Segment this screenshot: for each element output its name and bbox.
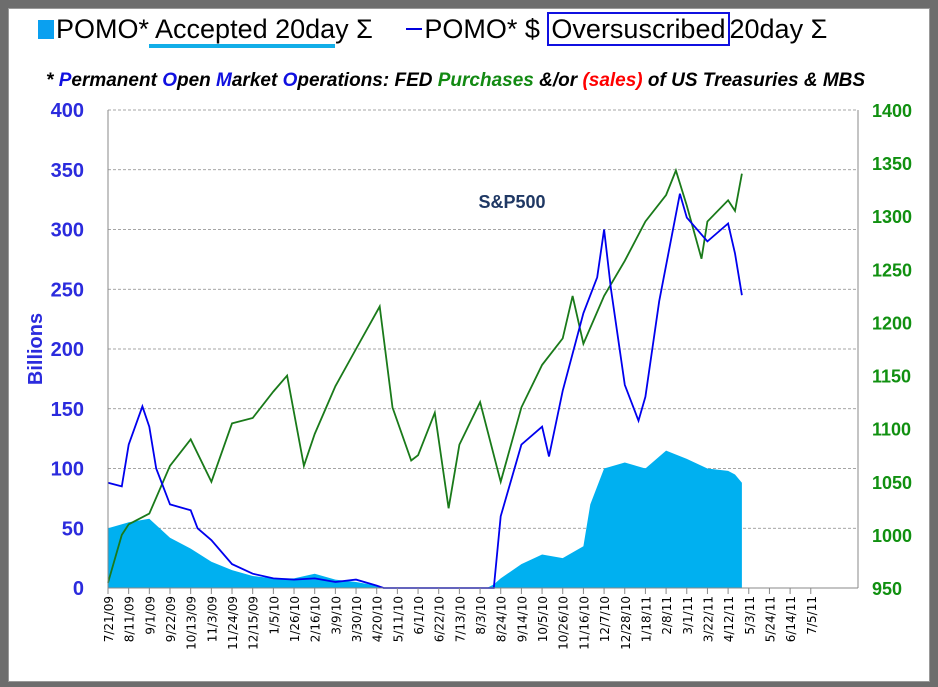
sub-part: P bbox=[58, 70, 72, 91]
sub-part: O bbox=[162, 70, 177, 91]
y2-tick-label: 1200 bbox=[872, 313, 912, 333]
x-tick-label: 11/16/10 bbox=[577, 596, 591, 650]
y-tick-label: 250 bbox=[51, 279, 84, 301]
sub-part: pen bbox=[176, 70, 217, 91]
x-tick-label: 10/26/10 bbox=[557, 596, 571, 650]
x-tick-label: 7/13/10 bbox=[453, 596, 467, 642]
accepted-area bbox=[108, 450, 742, 588]
legend-oversub-box: Oversuscribed bbox=[547, 12, 730, 46]
y-tick-label: 300 bbox=[51, 220, 84, 242]
sub-part: O bbox=[282, 70, 298, 91]
sub-part: of US Treasuries & MBS bbox=[642, 70, 866, 91]
y-tick-label: 150 bbox=[51, 399, 84, 421]
x-tick-label: 6/14/11 bbox=[784, 596, 798, 642]
x-tick-label: 3/30/10 bbox=[350, 596, 364, 642]
x-tick-label: 3/9/10 bbox=[329, 596, 343, 635]
y2-tick-label: 1000 bbox=[872, 526, 912, 546]
x-tick-label: 5/3/11 bbox=[743, 596, 757, 635]
y-tick-label: 100 bbox=[51, 459, 84, 481]
x-tick-label: 12/15/09 bbox=[247, 596, 261, 650]
legend-oversub-pre: POMO* $ bbox=[424, 14, 548, 44]
y-axis-label: Billions bbox=[25, 313, 47, 385]
y-tick-label: 50 bbox=[62, 518, 84, 540]
legend-swatch-oversubscribed bbox=[406, 28, 423, 30]
y2-tick-label: 1050 bbox=[872, 473, 912, 493]
x-tick-label: 9/1/09 bbox=[143, 596, 157, 635]
y2-tick-label: 1400 bbox=[872, 101, 912, 121]
x-tick-label: 7/21/09 bbox=[102, 596, 116, 642]
sub-part: (sales) bbox=[582, 70, 643, 91]
sub-part: * bbox=[46, 70, 59, 91]
x-tick-label: 3/1/11 bbox=[681, 596, 695, 635]
legend-oversub-post: 20day Σ bbox=[729, 14, 828, 44]
y2-tick-label: 1150 bbox=[872, 367, 911, 387]
x-tick-label: 8/11/09 bbox=[123, 596, 137, 642]
y-tick-label: 400 bbox=[51, 100, 84, 122]
x-tick-label: 11/3/09 bbox=[205, 596, 219, 642]
x-tick-label: 7/5/11 bbox=[805, 596, 819, 635]
sub-part: ermanent bbox=[71, 70, 163, 91]
y2-tick-label: 950 bbox=[872, 579, 902, 599]
sub-part: perations: FED bbox=[297, 70, 438, 91]
x-tick-label: 5/11/10 bbox=[391, 596, 405, 642]
x-tick-label: 6/1/10 bbox=[412, 596, 426, 635]
x-tick-label: 9/22/09 bbox=[164, 596, 178, 642]
y2-tick-label: 1300 bbox=[872, 207, 912, 227]
x-tick-label: 8/24/10 bbox=[495, 596, 509, 642]
sub-part: Purchases bbox=[437, 70, 534, 91]
subtitle: * Permanent Open Market Operations: FED … bbox=[46, 70, 865, 92]
x-tick-label: 1/5/10 bbox=[267, 596, 281, 635]
legend: POMO* Accepted 20day Σ POMO* $ Oversuscr… bbox=[38, 12, 828, 48]
x-tick-label: 4/12/11 bbox=[722, 596, 736, 642]
oversubscribed-line bbox=[107, 193, 743, 589]
y2-tick-label: 1100 bbox=[872, 420, 911, 440]
x-tick-label: 8/3/10 bbox=[474, 596, 488, 635]
x-tick-label: 3/22/11 bbox=[701, 596, 715, 642]
x-tick-label: 2/16/10 bbox=[309, 596, 323, 642]
x-tick-label: 1/18/11 bbox=[639, 596, 653, 642]
x-tick-label: 4/20/10 bbox=[371, 596, 385, 642]
sub-part: arket bbox=[231, 70, 283, 91]
x-tick-label: 11/24/09 bbox=[226, 596, 240, 650]
y2-tick-label: 1250 bbox=[872, 260, 912, 280]
x-tick-label: 12/7/10 bbox=[598, 596, 612, 642]
sub-part: &/or bbox=[533, 70, 583, 91]
y2-tick-label: 1350 bbox=[872, 154, 912, 174]
x-tick-label: 1/26/10 bbox=[288, 596, 302, 642]
sp500-annotation: S&P500 bbox=[478, 192, 545, 212]
x-tick-label: 9/14/10 bbox=[515, 596, 529, 642]
x-tick-label: 10/13/09 bbox=[185, 596, 199, 650]
y-tick-label: 0 bbox=[73, 578, 84, 600]
sp500-line bbox=[107, 167, 743, 583]
y-tick-label: 200 bbox=[51, 339, 84, 361]
legend-swatch-accepted bbox=[38, 20, 54, 39]
x-tick-label: 2/8/11 bbox=[660, 596, 674, 635]
x-tick-label: 6/22/10 bbox=[433, 596, 447, 642]
x-tick-label: 5/24/11 bbox=[763, 596, 777, 642]
sub-part: M bbox=[216, 70, 232, 91]
x-tick-label: 12/28/10 bbox=[619, 596, 633, 650]
y-tick-label: 350 bbox=[51, 160, 84, 182]
legend-accepted: POMO* Accepted 20day Σ bbox=[56, 14, 373, 48]
x-tick-label: 10/5/10 bbox=[536, 596, 550, 642]
